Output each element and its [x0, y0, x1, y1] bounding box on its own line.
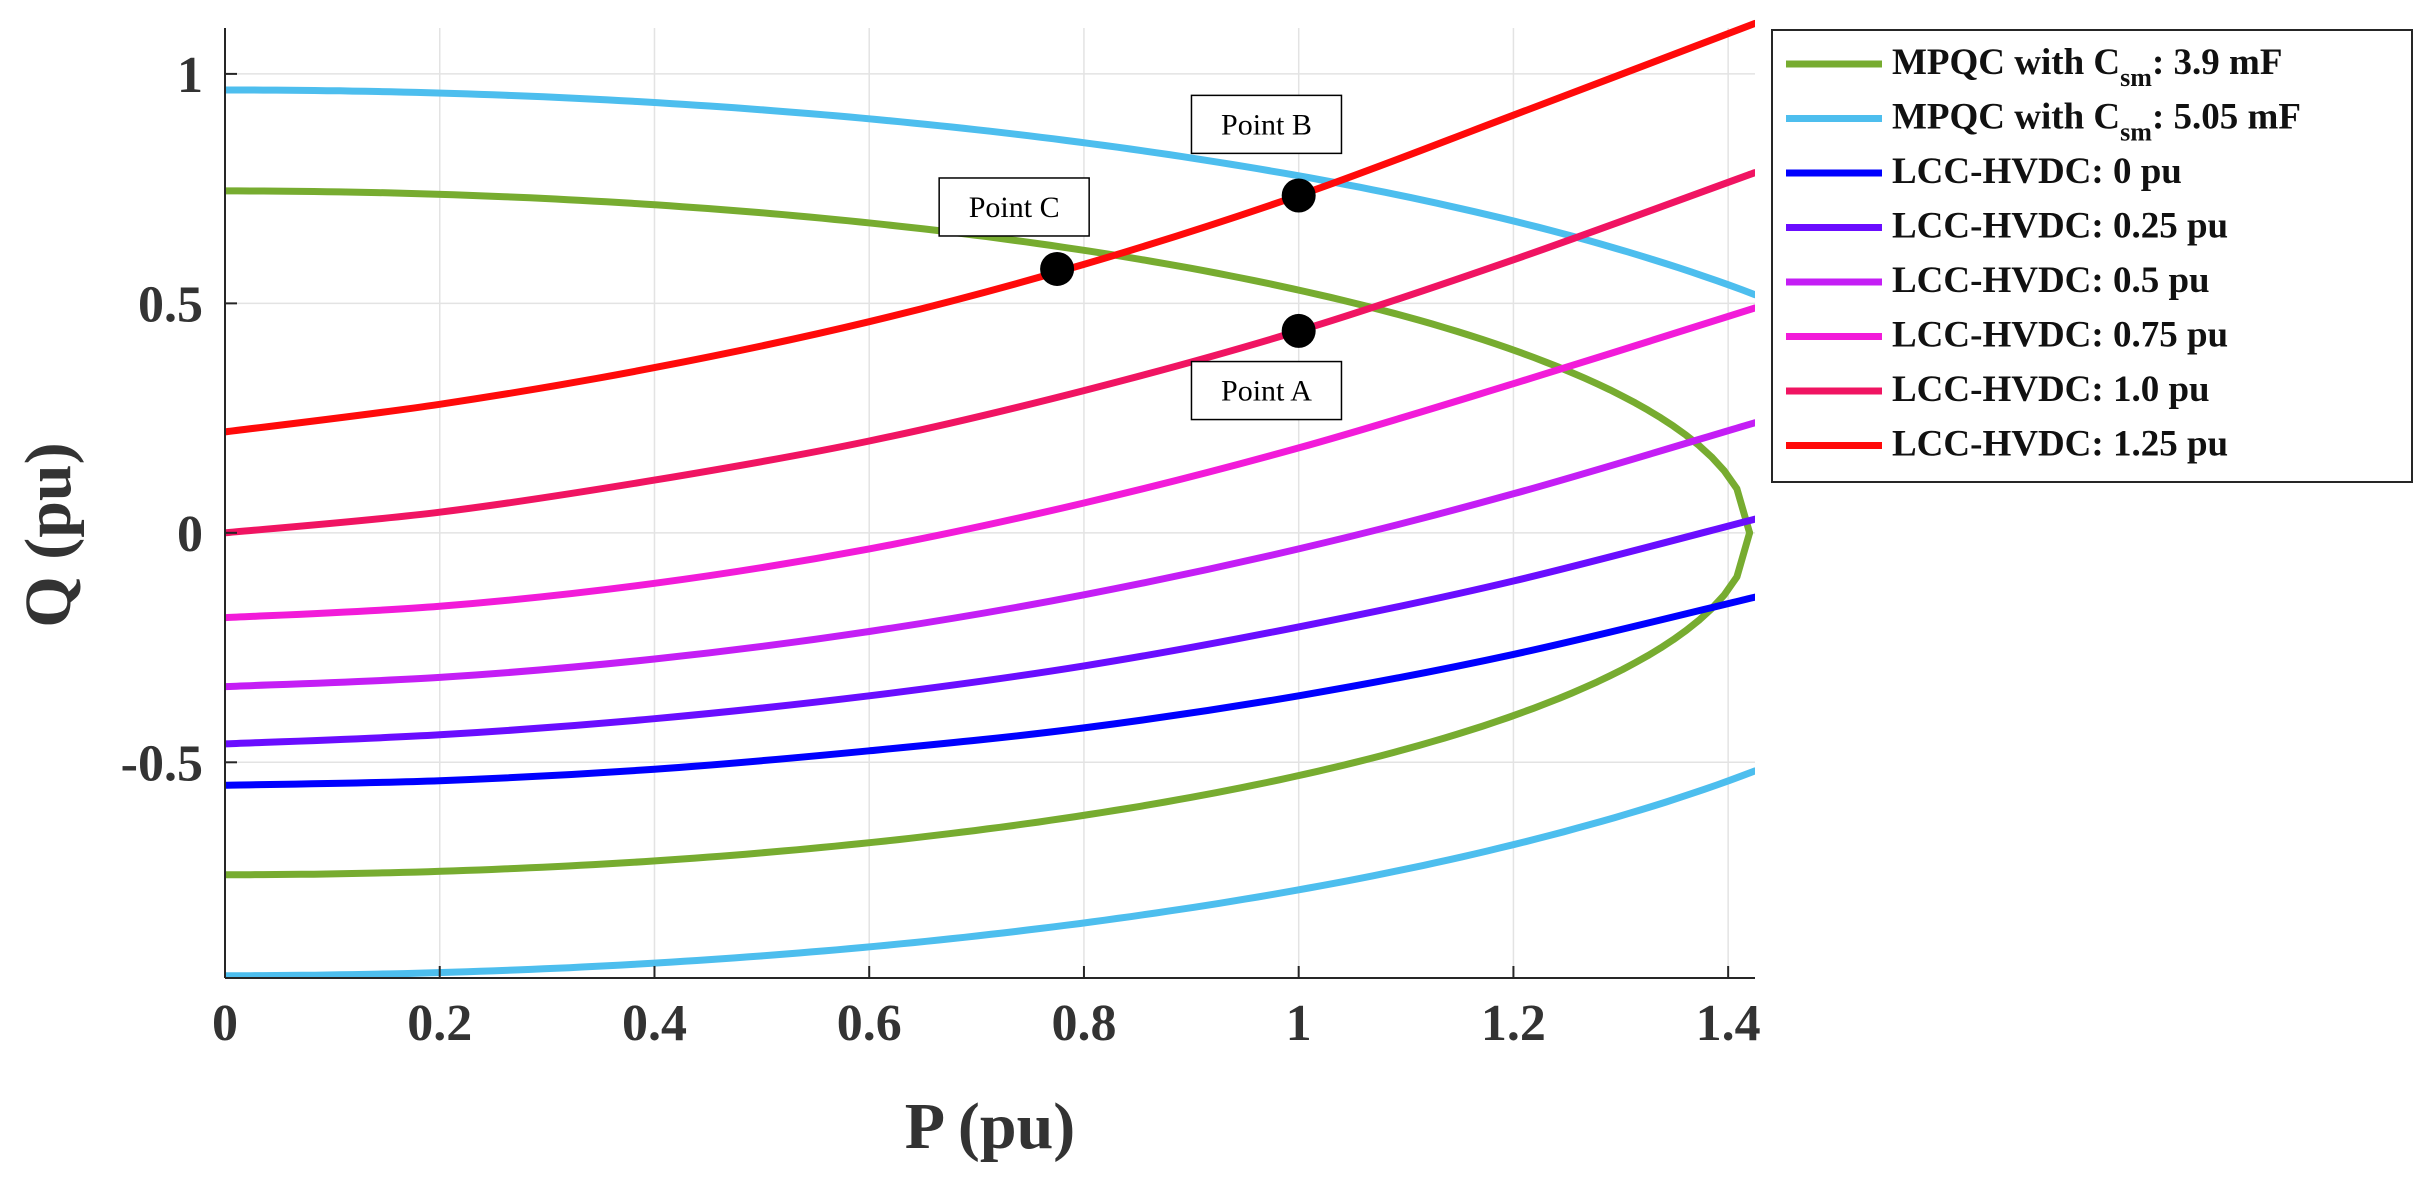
- series-line: [225, 419, 1755, 691]
- legend-entry-label: LCC-HVDC: 0.75 pu: [1892, 315, 2228, 356]
- grid: [224, 28, 1755, 978]
- x-tick-label: 1: [1286, 995, 1312, 1052]
- legend-entry-label: MPQC with Csm: 5.05 mF: [1892, 97, 2301, 147]
- y-tick-label: 0: [177, 506, 203, 563]
- x-tick-label: 0.6: [837, 995, 902, 1052]
- legend-entry-main: LCC-HVDC: 1.0 pu: [1892, 369, 2210, 410]
- x-tick-label: 0.4: [622, 995, 687, 1052]
- x-tick-label: 0.8: [1051, 995, 1116, 1052]
- legend-entry-label: LCC-HVDC: 0.5 pu: [1892, 260, 2210, 301]
- legend-entry-main: MPQC with C: [1892, 97, 2120, 138]
- series-line: [225, 515, 1755, 748]
- series-line-upper: [225, 86, 1755, 299]
- series-layer: [225, 19, 1755, 978]
- series-line-lower: [225, 767, 1755, 978]
- y-axis-label: Q (pu): [12, 442, 85, 627]
- x-tick-label: 1.4: [1696, 995, 1761, 1052]
- series-line-lower: [225, 529, 1754, 879]
- legend-entry-main: LCC-HVDC: 0.75 pu: [1892, 315, 2228, 356]
- legend-entry-subscript: sm: [2120, 118, 2152, 147]
- annotations: Point B Point C Point A: [938, 94, 1343, 421]
- series-line: [225, 304, 1755, 622]
- annotation-label: Point C: [969, 191, 1060, 224]
- legend-entry-tail: : 3.9 mF: [2152, 42, 2283, 83]
- annotation-point: [1281, 178, 1316, 213]
- y-tick-label: 1: [177, 47, 203, 104]
- annotation-label: Point A: [1221, 375, 1312, 408]
- legend-entry-main: LCC-HVDC: 0.25 pu: [1892, 206, 2228, 247]
- annotation-box: [938, 177, 1090, 237]
- legend-entry-tail: : 5.05 mF: [2152, 97, 2301, 138]
- tick-labels: 0 0.2 0.4 0.6 0.8 1 1.2 1.4 -0.5 0 0.5 1: [121, 47, 1761, 1052]
- legend-entry-main: MPQC with C: [1892, 42, 2120, 83]
- annotation-label: Point B: [1221, 108, 1312, 141]
- annotation-point: [1281, 313, 1316, 348]
- legend-entry-label: LCC-HVDC: 1.0 pu: [1892, 369, 2210, 410]
- legend-entry-label: MPQC with Csm: 3.9 mF: [1892, 42, 2282, 92]
- x-tick-label: 0: [212, 995, 238, 1052]
- x-tick-label: 1.2: [1481, 995, 1546, 1052]
- y-tick-label: -0.5: [121, 735, 203, 792]
- series-line: [225, 593, 1755, 789]
- legend-entry-main: LCC-HVDC: 1.25 pu: [1892, 424, 2228, 465]
- legend-entry-label: LCC-HVDC: 0 pu: [1892, 151, 2182, 192]
- annotation-box: [1190, 94, 1343, 155]
- legend-box: [1771, 29, 2413, 483]
- legend-entry-main: LCC-HVDC: 0 pu: [1892, 151, 2182, 192]
- series-line: [225, 169, 1755, 537]
- legend-entry-main: LCC-HVDC: 0.5 pu: [1892, 260, 2210, 301]
- legend-entry-label: LCC-HVDC: 1.25 pu: [1892, 424, 2228, 465]
- legend-entry-subscript: sm: [2120, 63, 2152, 92]
- x-axis-label: P (pu): [905, 1090, 1076, 1163]
- annotation-point: [1040, 251, 1075, 286]
- series-line: [225, 19, 1755, 436]
- y-tick-label: 0.5: [138, 276, 203, 333]
- legend-entry-label: LCC-HVDC: 0.25 pu: [1892, 206, 2228, 247]
- axes: [224, 28, 1755, 979]
- annotation-box: [1190, 360, 1343, 421]
- x-tick-label: 0.2: [407, 995, 472, 1052]
